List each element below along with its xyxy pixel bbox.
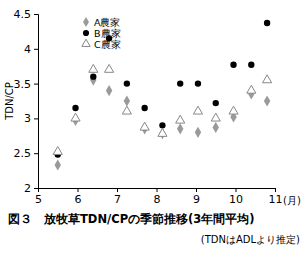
- x-tick-label: 7: [114, 193, 121, 206]
- subtitle: (TDNはADLより推定): [201, 234, 300, 245]
- point: [141, 105, 147, 111]
- y-tick: 4.5: [14, 8, 39, 21]
- y-tick: 3: [24, 112, 38, 125]
- x-tick-label: 8: [154, 193, 161, 206]
- point: [71, 113, 80, 121]
- point: [195, 80, 201, 86]
- point: [122, 106, 131, 114]
- x-tick: 8: [154, 188, 161, 206]
- y-tick: 4: [24, 43, 38, 56]
- point: [90, 73, 96, 79]
- x-tick: 9: [193, 188, 200, 206]
- x-tick: 6: [75, 188, 82, 206]
- y-axis: 2 2.5 3 3.5 4 4.5: [14, 8, 39, 195]
- point: [105, 64, 114, 72]
- point: [176, 115, 185, 123]
- x-tick-mark: [117, 188, 118, 192]
- x-tick: 5: [35, 188, 42, 206]
- point: [213, 122, 219, 133]
- y-tick-label: 2: [24, 182, 31, 195]
- y-tick-label: 4.5: [14, 8, 32, 21]
- x-tick: 7: [114, 188, 121, 206]
- y-tick-mark: [34, 188, 38, 189]
- x-tick-label: 5: [35, 193, 42, 206]
- point: [248, 62, 254, 68]
- legend-label: B農家: [94, 28, 121, 39]
- x-axis-title: (月): [283, 195, 301, 206]
- x-axis-line: [39, 189, 276, 193]
- x-tick: 11: [269, 188, 283, 206]
- point: [106, 85, 112, 96]
- point: [213, 100, 219, 106]
- legend-symbol: [82, 39, 90, 46]
- chart: 5 6 7 8 9 10 11 2 2.5 3 3.5 4 4.5 A農家B農家C農家 TDN/CP (月) 図…: [0, 0, 307, 255]
- y-axis-line: [34, 15, 39, 189]
- y-axis-title: TDN/CP: [4, 82, 15, 121]
- x-tick-mark: [275, 188, 276, 192]
- point: [158, 128, 167, 136]
- y-tick-mark: [34, 153, 38, 154]
- point: [264, 20, 270, 26]
- title: 図３ 放牧草TDN/CPの季節推移(3年間平均): [8, 212, 255, 226]
- legend: A農家B農家C農家: [82, 17, 121, 50]
- y-tick-mark: [34, 49, 38, 50]
- point: [177, 80, 183, 86]
- points: [53, 20, 271, 171]
- point: [124, 80, 130, 86]
- point: [230, 62, 236, 68]
- y-tick-mark: [34, 14, 38, 15]
- legend-item: B農家: [83, 28, 121, 39]
- x-tick-mark: [157, 188, 158, 192]
- y-tick-label: 4: [24, 43, 31, 56]
- y-tick-label: 2.5: [14, 147, 32, 160]
- legend-label: A農家: [94, 17, 121, 28]
- legend-label: C農家: [94, 39, 121, 50]
- x-tick-label: 6: [75, 193, 82, 206]
- point: [193, 106, 202, 114]
- point: [229, 106, 238, 114]
- legend-symbol: [83, 17, 89, 27]
- y-tick: 3.5: [14, 78, 39, 91]
- x-tick-label: 11: [269, 193, 283, 206]
- y-tick-label: 3.5: [14, 78, 32, 91]
- x-tick-mark: [78, 188, 79, 192]
- y-tick-label: 3: [24, 112, 31, 125]
- legend-symbol: [83, 30, 89, 36]
- x-tick: 10: [229, 188, 243, 206]
- y-tick: 2: [24, 182, 38, 195]
- y-tick-mark: [34, 84, 38, 85]
- point: [89, 64, 98, 72]
- point: [55, 159, 61, 170]
- point: [263, 75, 272, 83]
- x-axis: 5 6 7 8 9 10 11: [35, 188, 283, 206]
- x-tick-mark: [196, 188, 197, 192]
- point: [177, 123, 183, 134]
- point: [264, 95, 270, 106]
- point: [195, 127, 201, 138]
- point: [247, 85, 256, 93]
- point: [124, 95, 130, 106]
- x-tick-label: 9: [193, 193, 200, 206]
- point: [211, 113, 220, 121]
- legend-item: A農家: [83, 17, 120, 28]
- point: [140, 122, 149, 130]
- point: [72, 105, 78, 111]
- x-tick-label: 10: [229, 193, 243, 206]
- legend-item: C農家: [82, 39, 121, 50]
- plot: 5 6 7 8 9 10 11 2 2.5 3 3.5 4 4.5 A農家B農家C農家: [14, 8, 283, 206]
- x-tick-mark: [236, 188, 237, 192]
- y-tick: 2.5: [14, 147, 39, 160]
- y-tick-mark: [34, 118, 38, 119]
- point: [53, 147, 62, 155]
